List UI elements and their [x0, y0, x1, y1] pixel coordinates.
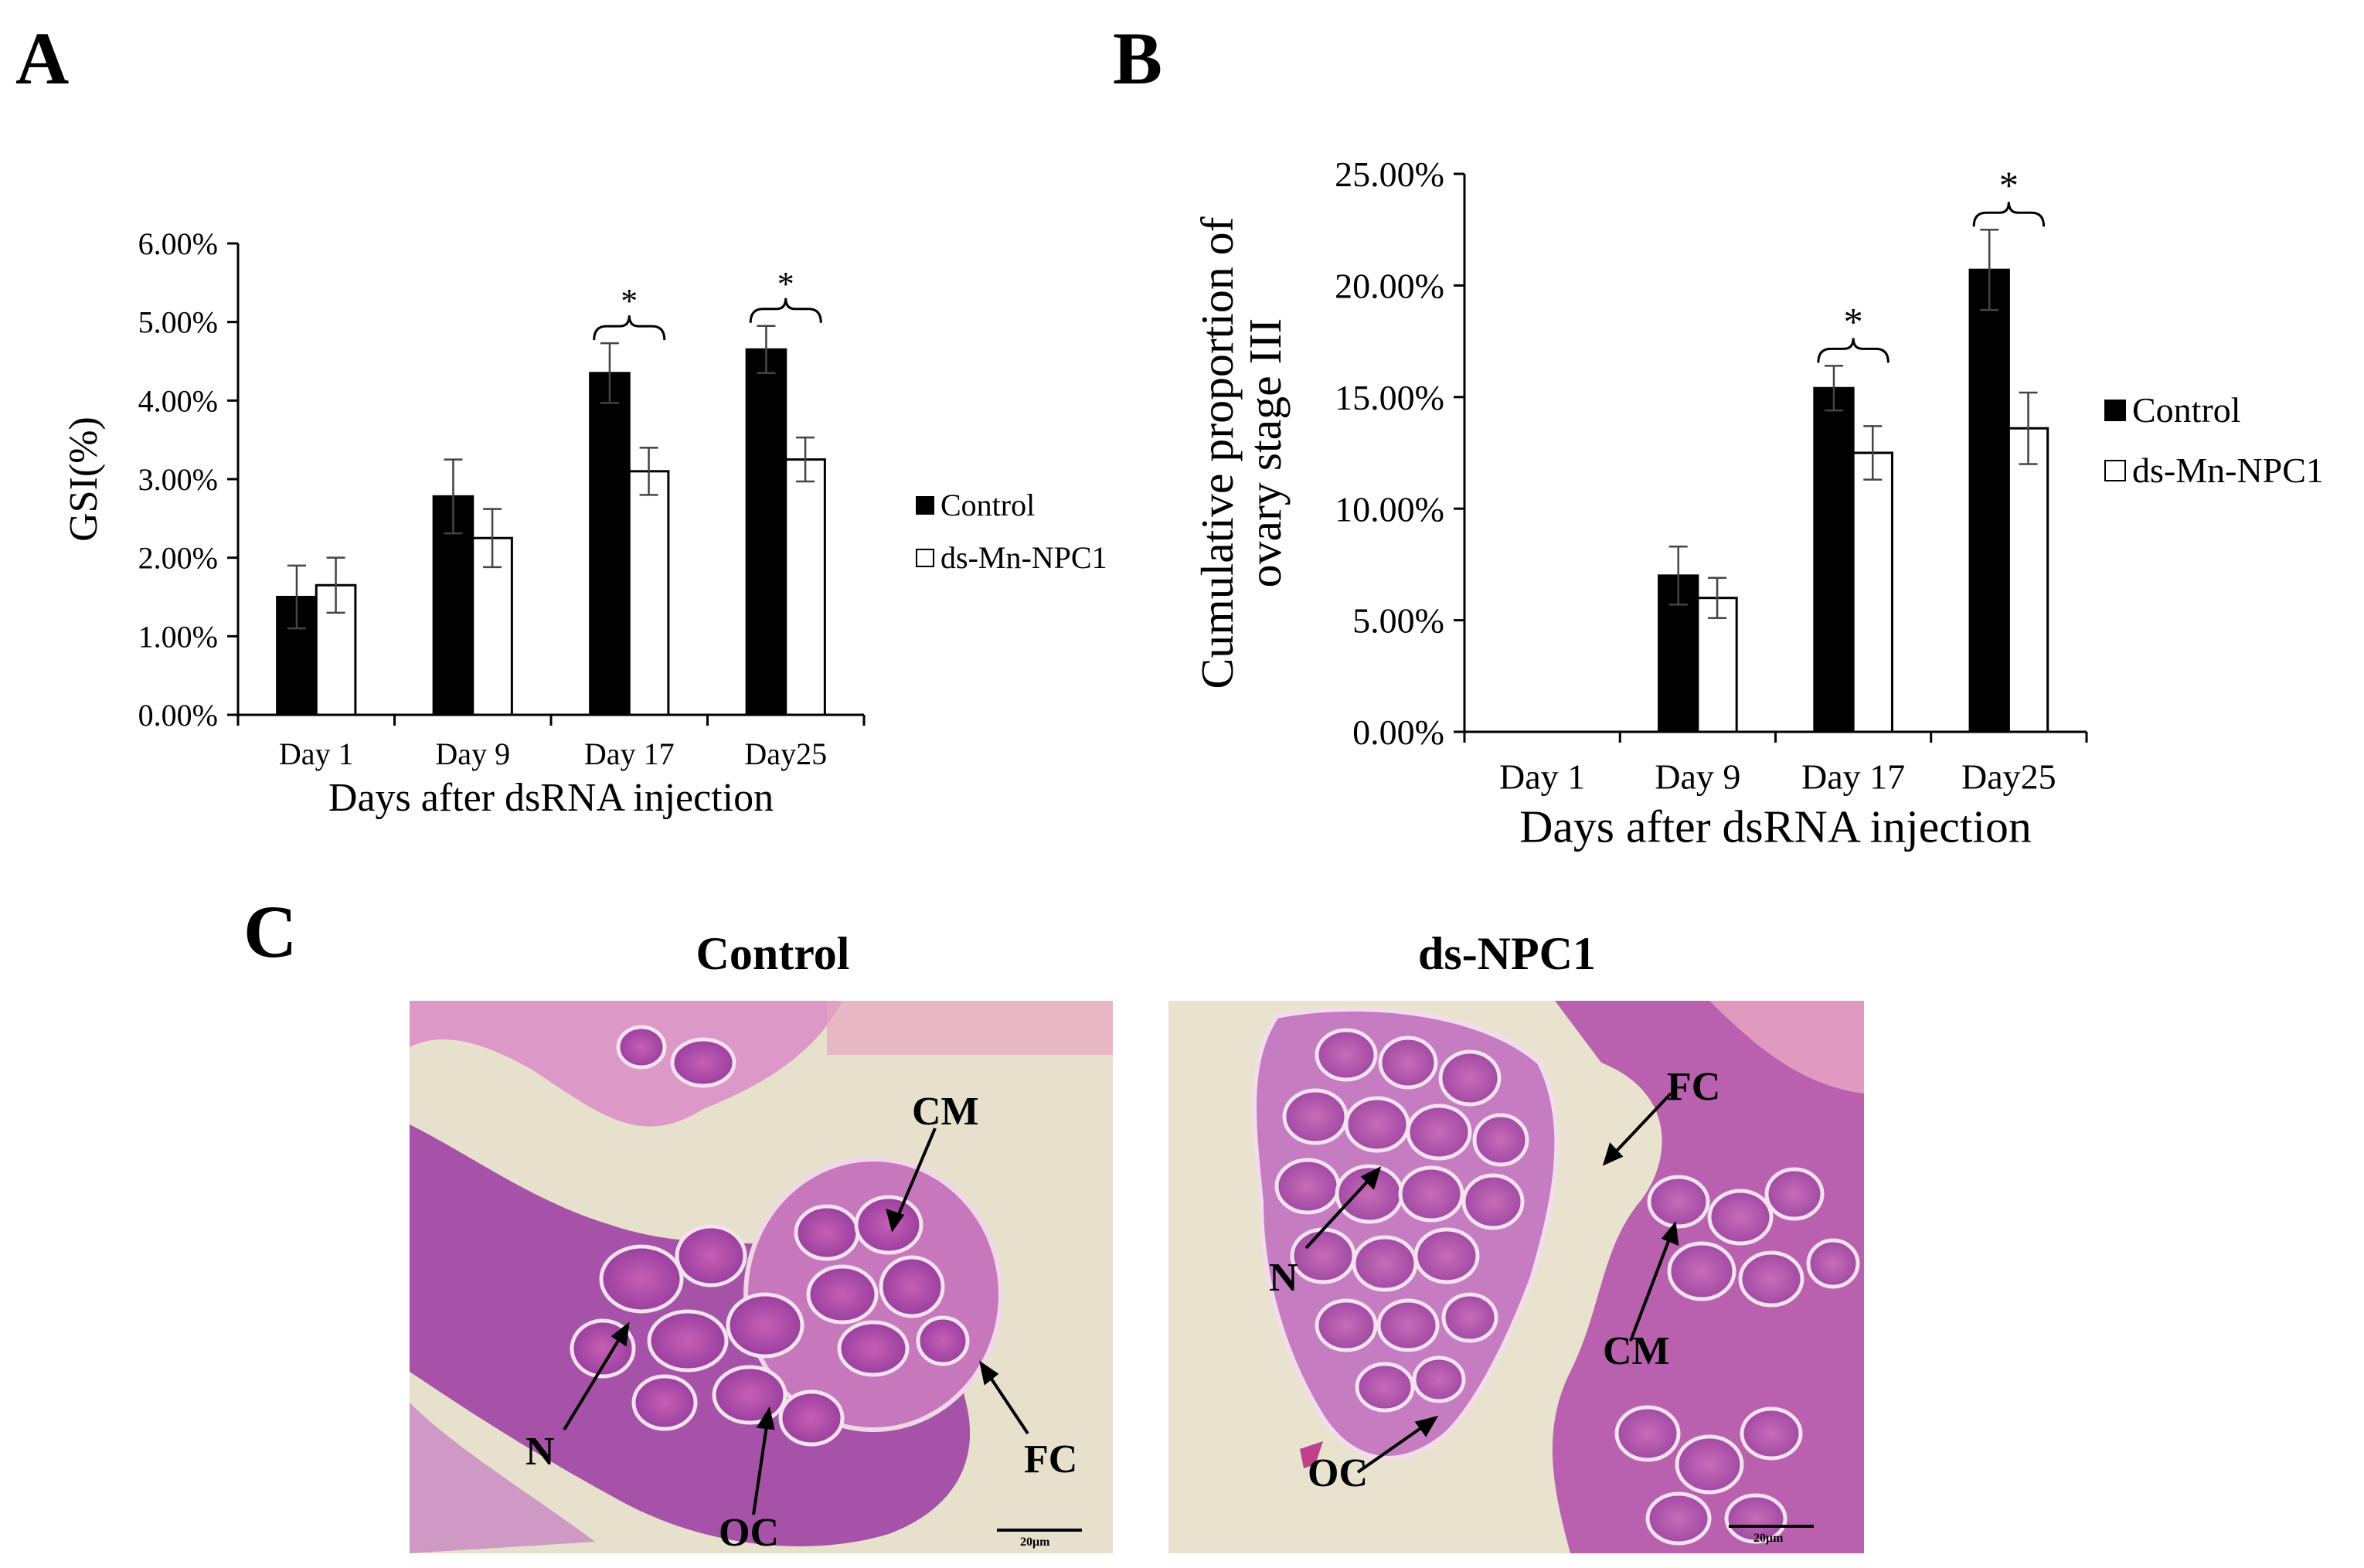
x-axis-title: Days after dsRNA injection — [1519, 801, 2032, 852]
panel-letter-b: B — [1113, 17, 1163, 100]
bar-ds-mn-npc1 — [784, 458, 826, 716]
x-tick-label: Day25 — [744, 736, 827, 771]
y-axis-title: ovary stage III — [1240, 318, 1291, 588]
bar-ds-mn-npc1 — [1852, 451, 1893, 733]
scale-bar-label: 20μm — [1020, 1536, 1050, 1549]
legend-item-treated: ds-Mn-NPC1 — [916, 532, 1107, 584]
micrograph-label-oc: OC — [1308, 1451, 1368, 1495]
micrograph-label-fc: FC — [1667, 1065, 1720, 1109]
legend-item-control: Control — [2104, 380, 2324, 440]
chart-a-legend: Control ds-Mn-NPC1 — [916, 479, 1107, 584]
legend-swatch-control — [916, 496, 934, 515]
y-tick-label: 20.00% — [1335, 267, 1444, 306]
x-tick-label: Day 1 — [279, 736, 354, 771]
y-tick-label: 5.00% — [1352, 601, 1444, 641]
bar-control — [1813, 386, 1855, 733]
y-tick-label: 15.00% — [1335, 378, 1444, 417]
y-tick-label: 0.00% — [1352, 713, 1444, 752]
micrograph-title-ds-npc1: ds-NPC1 — [1417, 928, 1596, 979]
micrograph-label-n: N — [1269, 1256, 1298, 1300]
y-tick-label: 25.00% — [1335, 155, 1444, 194]
legend-swatch-treated — [2104, 460, 2126, 481]
chart-b-legend: Control ds-Mn-NPC1 — [2104, 380, 2324, 501]
significance-bracket — [1817, 338, 1889, 363]
legend-label-treated: ds-Mn-NPC1 — [940, 540, 1107, 575]
bar-ds-mn-npc1 — [628, 470, 670, 716]
legend-swatch-treated — [916, 549, 934, 567]
micrograph-label-oc: OC — [719, 1511, 779, 1553]
significance-bracket — [749, 298, 822, 323]
x-axis-title: Days after dsRNA injection — [328, 776, 774, 820]
bar-control — [745, 348, 787, 716]
y-tick-label: 5.00% — [138, 305, 218, 340]
significance-bracket — [593, 315, 666, 341]
significance-marker: * — [621, 282, 638, 320]
y-tick-label: 1.00% — [138, 619, 218, 654]
legend-label-treated: ds-Mn-NPC1 — [2132, 451, 2324, 490]
bar-ds-mn-npc1 — [2007, 427, 2049, 733]
significance-bracket — [1972, 202, 2046, 227]
chart-a-gsi: 0.00% 1.00% 2.00% 3.00% 4.00% 5.00% 6.00% Day 1… — [62, 226, 866, 820]
x-tick-label: Day 17 — [584, 736, 675, 771]
bar-control — [589, 372, 631, 716]
micrograph-ds-npc1: FC N CM OC 20μm — [1168, 1001, 1864, 1553]
y-axis-title: GSI(%) — [62, 417, 106, 542]
legend-item-control: Control — [916, 479, 1107, 532]
micrograph-label-cm: CM — [912, 1090, 979, 1134]
micrograph-label-n: N — [526, 1430, 555, 1474]
micrograph-control-image: CM N OC FC 20μm — [410, 1001, 1113, 1553]
y-tick-label: 10.00% — [1335, 489, 1444, 529]
legend-label-control: Control — [2132, 390, 2241, 430]
significance-marker: * — [777, 265, 794, 303]
bar-control — [1968, 268, 2010, 733]
y-tick-label: 2.00% — [138, 541, 218, 576]
legend-label-control: Control — [940, 488, 1036, 522]
micrograph-label-fc: FC — [1024, 1437, 1077, 1481]
x-tick-label: Day 1 — [1499, 757, 1585, 797]
legend-swatch-control — [2104, 400, 2126, 421]
y-tick-label: 6.00% — [138, 226, 218, 261]
micrograph-ds-npc1-image: FC N CM OC 20μm — [1168, 1001, 1864, 1553]
significance-marker: * — [1843, 300, 1862, 343]
panel-letter-a: A — [15, 17, 70, 100]
y-axis-title: Cumulative proportion of — [1192, 216, 1243, 689]
panel-letter-c: C — [243, 890, 298, 973]
significance-marker: * — [1999, 164, 2019, 207]
x-tick-label: Day 9 — [435, 736, 510, 771]
x-tick-label: Day 17 — [1801, 757, 1905, 797]
micrograph-label-cm: CM — [1603, 1329, 1670, 1373]
y-tick-label: 0.00% — [138, 698, 218, 733]
micrograph-control: CM N OC FC 20μm — [410, 1001, 1113, 1553]
x-tick-label: Day 9 — [1655, 757, 1740, 797]
scale-bar-label: 20μm — [1753, 1532, 1784, 1545]
y-tick-label: 4.00% — [138, 383, 218, 418]
y-tick-label: 3.00% — [138, 462, 218, 497]
micrograph-title-control: Control — [696, 928, 850, 979]
legend-item-treated: ds-Mn-NPC1 — [2104, 440, 2324, 501]
x-tick-label: Day25 — [1961, 757, 2056, 797]
